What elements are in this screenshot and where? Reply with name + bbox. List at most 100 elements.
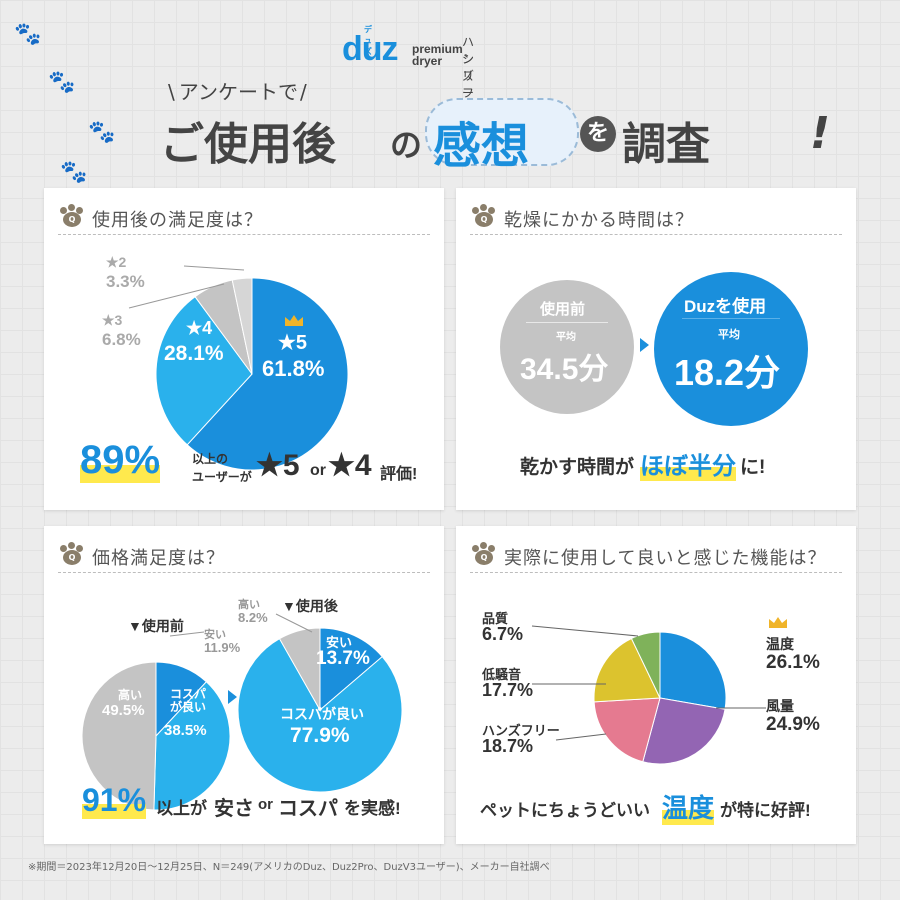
brand-logo: duz [342,30,399,68]
label-before-cheap-value: 11.9% [204,640,241,655]
card-title: 実際に使用して良いと感じた機能は？ [504,548,827,569]
price-before-slice-1 [153,681,231,811]
leader-line-before-cheap [169,631,205,637]
label-before-cospa-value: 38.5% [164,722,207,739]
paw-print-icon: 🐾 [88,120,116,145]
label-after-high-value: 8.2% [238,610,268,625]
label-noise-name: 低騒音 [482,667,522,682]
headline-no: の [390,126,423,164]
headline-part2: 調査 [622,119,710,170]
paw-print-icon: 🐾 [60,160,88,185]
divider [58,572,430,573]
label-after-high-name: 高い [238,599,260,611]
label-handsfree-name: ハンズフリー [482,723,560,738]
after-heading: ▼使用後 [282,598,338,614]
card-features: Q 実際に使用して良いと感じた機能は？ 温度 26.1% 風量 24.9% 品質… [456,526,856,844]
price-after-slice-0 [319,627,383,712]
features-slice-0 [659,631,727,710]
summary-part-c: に! [740,457,766,478]
summary-part-b: 安さ [214,798,254,820]
brand-sub-premium: premium [412,42,463,56]
q-paw-badge-icon: Q [58,204,86,228]
divider [682,318,780,319]
summary-part-a: ペットにちょうどいい [480,801,650,820]
label-star2-value: 3.3% [106,272,145,291]
divider [470,572,842,573]
q-paw-badge-icon: Q [470,542,498,566]
paw-print-icon: 🐾 [14,22,42,47]
crown-icon [285,315,303,326]
headline-focus: 感想 [433,118,530,174]
headline-wo-badge: を [580,116,616,152]
satisfaction-slice-1 [155,295,253,446]
label-temp-value: 26.1% [766,652,820,673]
summary-or: or [310,462,326,479]
after-average-label: 平均 [718,329,740,341]
arrow-right-icon [228,690,237,704]
before-heading: ▼使用前 [128,618,184,634]
label-noise-value: 17.7% [482,680,534,700]
headline-part1: ご使用後 [160,119,336,170]
features-slice-2 [593,697,661,763]
label-star5-value: 61.8% [262,356,325,381]
label-after-cheap-value: 13.7% [316,648,370,669]
features-slice-4 [630,631,661,699]
leader-line-star2 [183,265,245,271]
label-before-cheap-name: 安い [204,629,226,641]
label-star5-name: ★5 [278,332,308,354]
satisfaction-slice-0 [186,277,349,471]
summary-part-d: を実感! [344,799,401,818]
survey-tag-text: アンケートで [178,80,298,104]
before-value: 34.5分 [520,353,609,386]
after-circle [654,272,808,426]
summary-end: 評価! [380,466,418,483]
features-slice-3 [593,637,661,703]
summary-line2: ユーザーが [192,470,252,484]
summary-part-c: が特に好評! [720,801,811,820]
leader-line-quality [531,625,639,637]
price-pie-charts [81,613,403,811]
satisfaction-slice-3 [231,277,253,375]
summary-part-a: 乾かす時間が [520,457,635,478]
before-average-label: 平均 [556,332,576,343]
summary-part-a: 以上が [156,799,207,818]
label-handsfree-value: 18.7% [482,736,534,756]
card-drying-time: Q 乾燥にかかる時間は？ 使用前 平均 34.5分 Duzを使用 平均 18.2… [456,188,856,510]
divider [470,234,842,235]
label-after-cospa-value: 77.9% [290,724,350,747]
label-wind-value: 24.9% [766,714,820,735]
before-label: 使用前 [540,301,586,318]
label-star2-name: ★2 [106,254,127,270]
summary-part-c: コスパ [278,798,338,820]
card-satisfaction: Q 使用後の満足度は？ ★5 61.8% ★4 28.1% ★3 6.8% ★2… [44,188,444,510]
summary-star5: ★5 [256,449,300,482]
summary-highlight: 温度 [662,788,715,825]
divider [526,322,608,323]
label-star3-name: ★3 [102,312,123,328]
arrow-right-icon [640,338,649,352]
price-after-slice-2 [278,627,321,712]
label-before-high-value: 49.5% [102,702,145,719]
card-price: Q 価格満足度は？ ▼使用前 ▼使用後 安い 11.9% コスパが良い 38.5… [44,526,444,844]
q-paw-badge-icon: Q [470,204,498,228]
after-value: 18.2分 [674,352,781,393]
before-circle [500,280,634,414]
divider [58,234,430,235]
label-star4-value: 28.1% [164,342,224,365]
label-before-cospa-name: コスパが良い [169,687,206,715]
crown-icon [769,617,787,628]
label-before-high-name: 高い [118,688,143,702]
card-title: 乾燥にかかる時間は？ [504,210,694,231]
brand-sub-dryer: dryer [412,54,443,68]
brand-kana: デュズ [364,25,372,56]
label-temp-name: 温度 [766,636,794,652]
page-title: ご使用後 の 感想 を 調査 ! [160,98,830,174]
survey-tag: アンケートで [168,76,307,105]
summary-or: or [258,796,273,813]
leader-line-star3 [128,283,225,309]
q-paw-badge-icon: Q [58,542,86,566]
leader-line-handsfree [555,733,607,741]
after-label: Duzを使用 [684,297,767,316]
label-after-cospa-name: コスパが良い [280,706,364,722]
label-quality-name: 品質 [482,611,509,626]
